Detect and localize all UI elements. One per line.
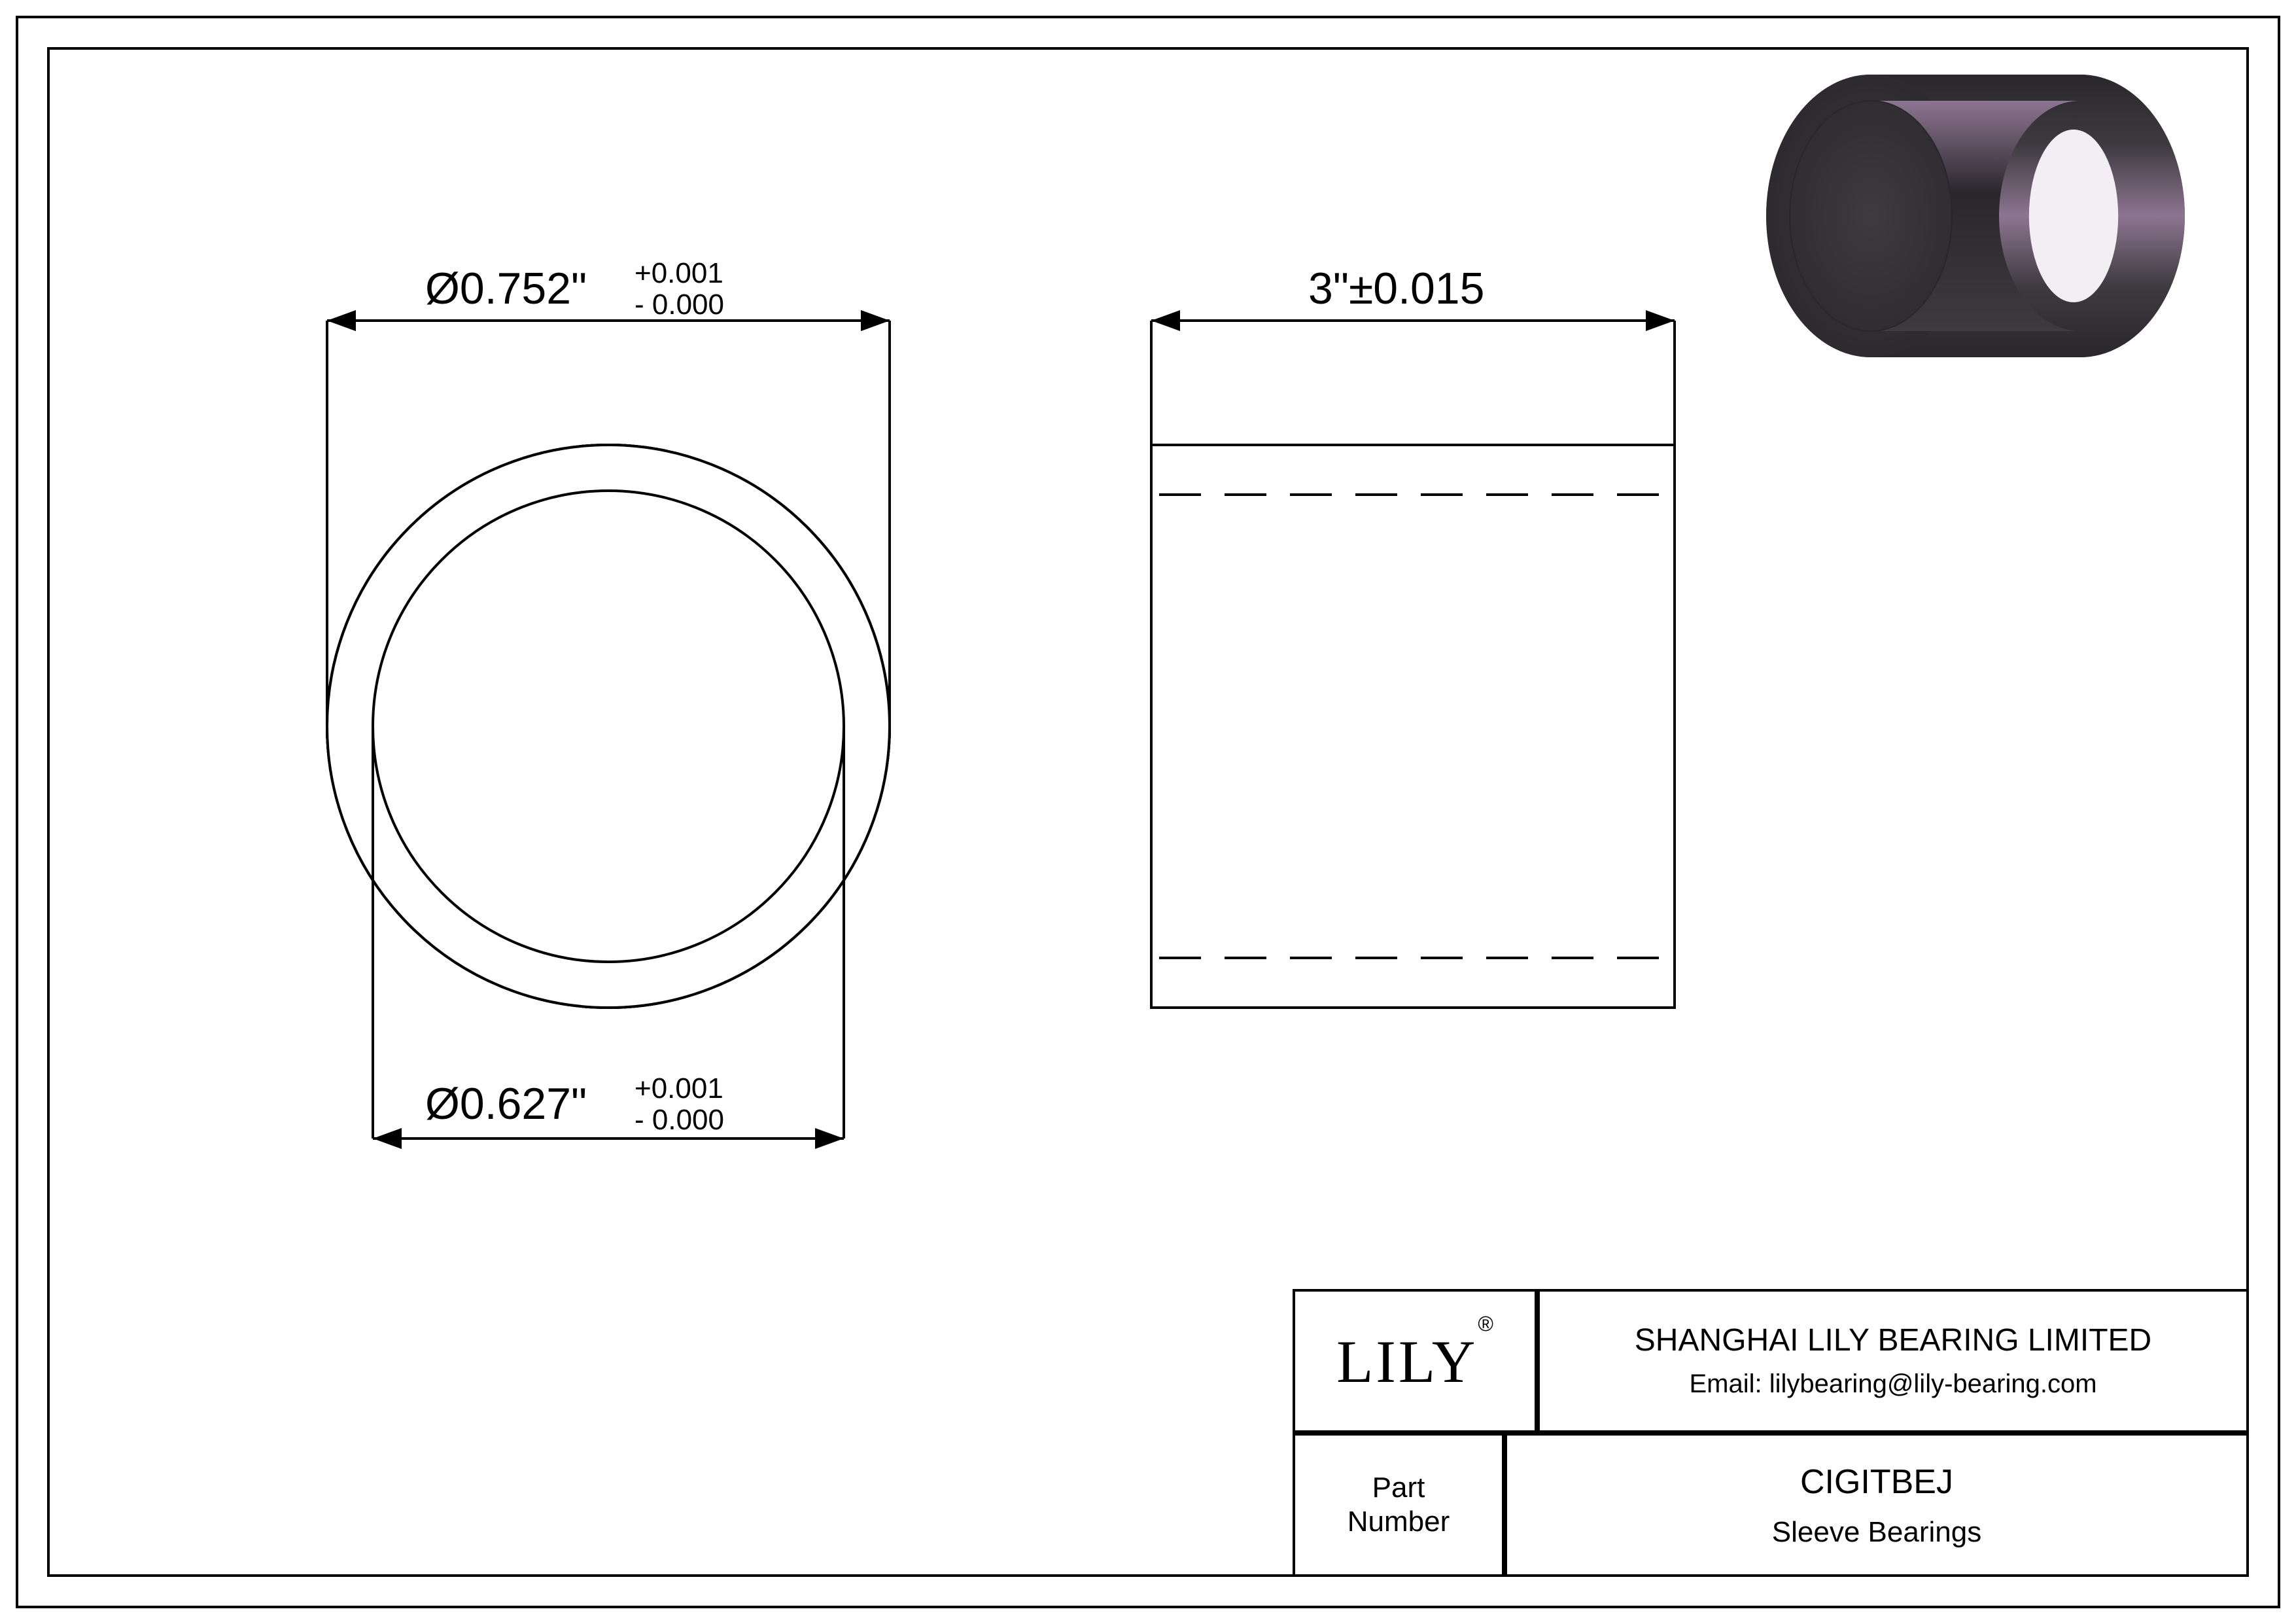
company-email: Email: lilybearing@lily-bearing.com — [1689, 1369, 2096, 1400]
svg-text:- 0.000: - 0.000 — [635, 289, 724, 321]
svg-text:- 0.000: - 0.000 — [635, 1104, 724, 1136]
svg-text:+0.001: +0.001 — [635, 257, 723, 289]
part-number-label: PartNumber — [1348, 1470, 1450, 1540]
titleblock-company-cell: SHANGHAI LILY BEARING LIMITED Email: lil… — [1537, 1289, 2249, 1433]
part-number-value: CIGITBEJ — [1800, 1461, 1953, 1502]
titleblock-partlabel-cell: PartNumber — [1293, 1433, 1505, 1577]
svg-text:Ø0.752": Ø0.752" — [425, 264, 587, 313]
svg-text:Ø0.627": Ø0.627" — [425, 1079, 587, 1129]
svg-text:3"±0.015: 3"±0.015 — [1308, 264, 1484, 313]
titleblock-partvalue-cell: CIGITBEJ Sleeve Bearings — [1505, 1433, 2249, 1577]
side-outline — [1151, 445, 1675, 1008]
product-name: Sleeve Bearings — [1772, 1515, 1981, 1549]
company-name: SHANGHAI LILY BEARING LIMITED — [1635, 1322, 2151, 1359]
titleblock-logo-cell: LILY® — [1293, 1289, 1537, 1433]
logo-text: LILY® — [1336, 1326, 1493, 1396]
svg-text:+0.001: +0.001 — [635, 1072, 723, 1104]
iso-render — [1766, 75, 2185, 357]
